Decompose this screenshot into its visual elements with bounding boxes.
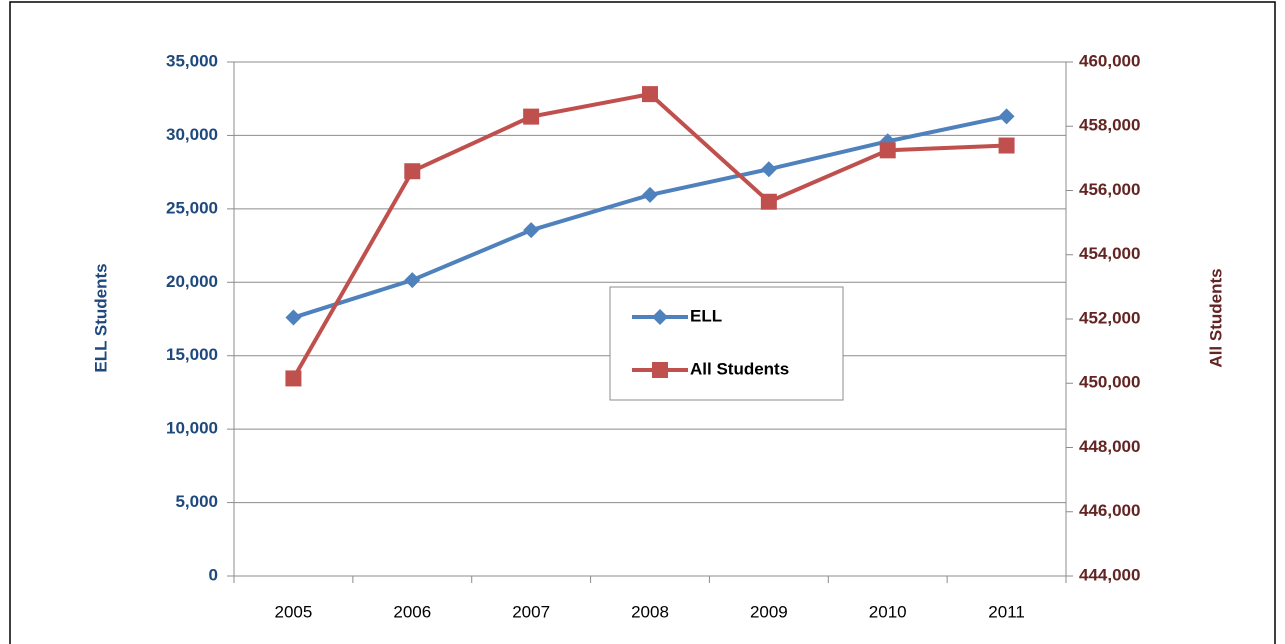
x-tick-label: 2008 — [631, 602, 669, 621]
y-tick-label: 10,000 — [166, 419, 218, 438]
marker — [285, 370, 302, 387]
x-tick-label: 2007 — [512, 602, 550, 621]
y-tick-label: 35,000 — [166, 51, 218, 70]
legend-box — [609, 286, 844, 401]
marker — [760, 161, 777, 178]
y-tick-label: 15,000 — [166, 345, 218, 364]
y2-tick-label: 456,000 — [1079, 180, 1140, 199]
x-tick-label: 2005 — [275, 602, 313, 621]
marker — [404, 163, 421, 180]
y2-tick-label: 444,000 — [1079, 565, 1140, 584]
legend-label: All Students — [690, 359, 789, 378]
marker — [523, 222, 540, 239]
y-tick-label: 25,000 — [166, 198, 218, 217]
marker — [404, 272, 421, 289]
x-tick-label: 2011 — [988, 602, 1025, 621]
y2-tick-label: 460,000 — [1079, 51, 1140, 70]
y-tick-label: 20,000 — [166, 272, 218, 291]
chart-frame — [9, 1, 1276, 644]
marker — [652, 362, 668, 378]
marker — [642, 186, 658, 203]
marker — [998, 108, 1015, 125]
x-tick-label: 2006 — [393, 602, 431, 621]
y2-tick-label: 458,000 — [1079, 116, 1140, 135]
x-tick-label: 2010 — [869, 602, 907, 621]
marker — [642, 86, 658, 103]
legend: ELL All Students — [609, 286, 844, 401]
y2-tick-label: 450,000 — [1079, 373, 1140, 392]
y-tick-label: 0 — [209, 565, 218, 584]
y-axis-label: ELL Students — [91, 263, 110, 372]
marker — [285, 309, 302, 326]
y2-axis-label: All Students — [1206, 268, 1225, 367]
y-tick-label: 30,000 — [166, 125, 218, 144]
x-tick-label: 2009 — [750, 602, 788, 621]
y2-tick-label: 454,000 — [1079, 244, 1140, 263]
y-tick-label: 5,000 — [175, 492, 218, 511]
marker — [523, 108, 540, 125]
y2-tick-label: 448,000 — [1079, 437, 1140, 456]
marker — [652, 309, 668, 325]
marker — [760, 193, 777, 210]
legend-label: ELL — [690, 306, 722, 325]
y2-tick-label: 446,000 — [1079, 501, 1140, 520]
marker — [879, 142, 896, 159]
marker — [998, 137, 1015, 154]
y2-tick-label: 452,000 — [1079, 308, 1140, 327]
